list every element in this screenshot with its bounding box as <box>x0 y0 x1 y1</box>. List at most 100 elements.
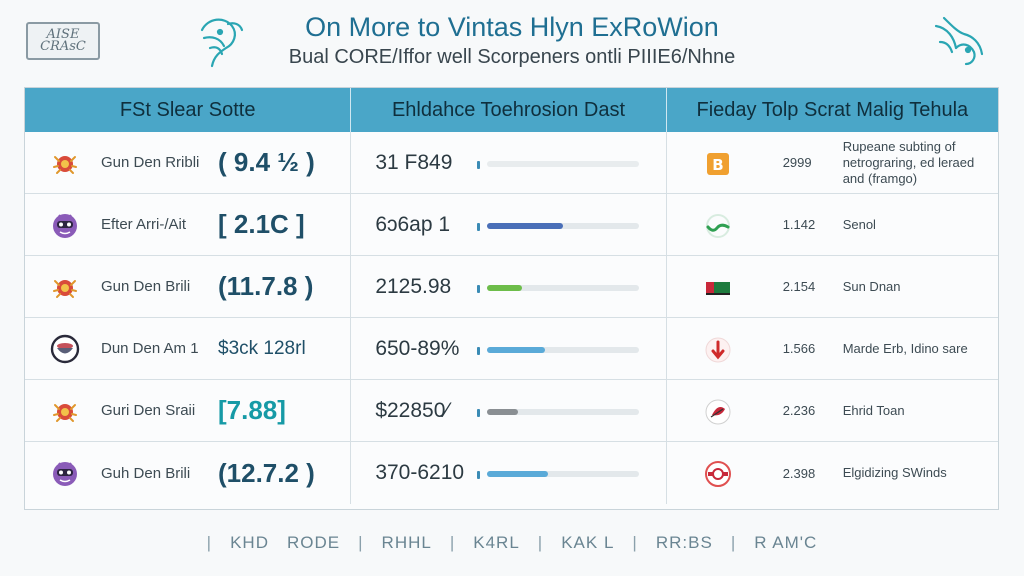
table-header: FSt Slear Sotte Ehldahce Toehrosion Dast… <box>25 88 998 132</box>
footer-link[interactable]: KAK L <box>561 533 615 552</box>
logo-text: AISE CRAsC <box>40 27 86 54</box>
detail-cell: 1.142 Senol <box>667 194 998 255</box>
progress-bar <box>487 409 640 415</box>
estimate-value: 6ɔ6ap 1 <box>375 212 451 236</box>
target-icon <box>703 459 733 489</box>
progress-fill <box>487 409 518 415</box>
footer-link[interactable]: RODE <box>287 533 341 552</box>
footer-link[interactable]: K4RL <box>473 533 520 552</box>
player-cell: Efter Arri-/Ait [ 2.1C ] <box>25 194 352 255</box>
progress-marker <box>477 471 481 479</box>
check-swirl-icon <box>703 211 733 241</box>
detail-cell: 2.154 Sun Dnan <box>667 256 998 317</box>
estimate-value: 370-6210 <box>375 461 465 484</box>
table-row[interactable]: Efter Arri-/Ait [ 2.1C ] 6ɔ6ap 1 1.142 Senol <box>25 194 998 256</box>
estimate-value: 2125.98 <box>375 274 452 298</box>
arrow-down-icon <box>703 335 733 365</box>
robot-face-icon <box>49 209 81 241</box>
detail-code: 1.566 <box>782 341 816 356</box>
column-header[interactable]: Ehldahce Toehrosion Dast <box>351 88 667 132</box>
logo-badge: AISE CRAsC <box>26 22 100 60</box>
player-score: $3ck 128rl <box>218 337 306 359</box>
progress-bar <box>487 285 640 291</box>
progress-marker <box>477 409 481 417</box>
progress-marker <box>477 285 481 293</box>
flag-icon <box>703 273 733 303</box>
leaderboard-table: FSt Slear Sotte Ehldahce Toehrosion Dast… <box>24 87 999 510</box>
detail-cell: 2.236 Ehrid Toan <box>667 380 998 441</box>
progress-fill <box>487 471 549 477</box>
progress-fill <box>487 347 546 353</box>
player-name: Guri Den Sraii <box>101 402 196 419</box>
estimate-cell: 650-89% <box>351 318 667 379</box>
detail-note: Senol <box>842 216 876 232</box>
table-row[interactable]: Dun Den Am 1 $3ck 128rl 650-89% 1.566 Marde … <box>25 318 998 380</box>
player-name: Gun Den Brili <box>101 278 191 295</box>
estimate-cell: 370-6210 <box>351 442 667 504</box>
detail-note: Sun Dnan <box>842 278 901 294</box>
page-subtitle: Bual CORE/Iffor well Scorpeners ontli PI… <box>288 46 736 68</box>
detail-code: 2999 <box>782 155 812 170</box>
detail-code: 1.142 <box>782 217 816 232</box>
estimate-value: 31 F849 <box>375 150 453 174</box>
progress-fill <box>487 285 523 291</box>
progress-bar <box>487 223 640 229</box>
crab-icon <box>49 147 81 179</box>
detail-note: Ehrid Toan <box>842 402 905 418</box>
svg-text:B: B <box>712 156 723 174</box>
player-score: (11.7.8 ) <box>218 271 314 301</box>
page-title: On More to Vintas Hlyn ExRoWion <box>305 12 719 42</box>
player-name: Gun Den Rribli <box>101 154 200 171</box>
player-name: Efter Arri-/Ait <box>101 216 187 233</box>
footer-link[interactable]: KHD <box>230 533 269 552</box>
detail-cell: 2.398 Elgidizing SWinds <box>667 442 998 504</box>
player-cell: Dun Den Am 1 $3ck 128rl <box>25 318 352 379</box>
footer-separator: | <box>449 533 456 552</box>
crab-icon <box>49 271 81 303</box>
detail-code: 2.154 <box>782 279 816 294</box>
detail-note: Marde Erb, Idino sare <box>842 340 968 356</box>
progress-bar <box>487 161 640 167</box>
footer-separator: | <box>730 533 737 552</box>
estimate-cell: 2125.98 <box>351 256 667 317</box>
estimate-value: $22850⁄ <box>375 398 449 422</box>
player-cell: Gun Den Brili (11.7.8 ) <box>25 256 352 317</box>
progress-marker <box>477 347 481 355</box>
footer-link[interactable]: R AM'C <box>754 533 818 552</box>
player-cell: Guh Den Brili (12.7.2 ) <box>25 442 352 504</box>
table-row[interactable]: Guh Den Brili (12.7.2 ) 370-6210 2.398 Elgid… <box>25 442 998 504</box>
hummingbird-icon <box>934 16 984 66</box>
progress-fill <box>487 223 564 229</box>
footer-separator: | <box>632 533 638 552</box>
footer-link[interactable]: RR:BS <box>655 533 713 552</box>
table-row[interactable]: Gun Den Rribli ( 9.4 ½ ) 31 F849 B 2999 Rupea… <box>25 132 998 194</box>
player-score: [ 2.1C ] <box>218 209 305 239</box>
bitcoin-icon: B <box>703 149 733 179</box>
table-body: Gun Den Rribli ( 9.4 ½ ) 31 F849 B 2999 Rupea… <box>25 132 998 504</box>
detail-code: 2.398 <box>782 465 816 481</box>
player-name: Dun Den Am 1 <box>101 340 199 357</box>
player-name: Guh Den Brili <box>101 464 191 482</box>
column-header[interactable]: Fieday Tolp Scrat Malig Tehula <box>696 98 969 121</box>
progress-marker <box>477 223 481 231</box>
footer-separator: | <box>358 533 364 552</box>
progress-bar <box>487 471 640 477</box>
bowl-icon <box>49 333 81 365</box>
player-score: [7.88] <box>218 395 286 425</box>
footer-link[interactable]: RHHL <box>381 533 432 552</box>
crab-icon <box>49 395 81 427</box>
hummingbird-icon <box>200 18 244 68</box>
player-cell: Guri Den Sraii [7.88] <box>25 380 352 441</box>
table-row[interactable]: Guri Den Sraii [7.88] $22850⁄ 2.236 Ehrid To… <box>25 380 998 442</box>
table-row[interactable]: Gun Den Brili (11.7.8 ) 2125.98 2.154 Sun Dn… <box>25 256 998 318</box>
footer-nav: | KHD RODE | RHHL | K4RL | KAK L | RR:BS | R AM'C <box>0 533 1024 553</box>
player-cell: Gun Den Rribli ( 9.4 ½ ) <box>25 132 352 193</box>
estimate-cell: 6ɔ6ap 1 <box>351 194 667 255</box>
progress-marker <box>477 161 481 169</box>
estimate-cell: 31 F849 <box>351 132 667 193</box>
detail-note: Elgidizing SWinds <box>842 465 947 480</box>
progress-bar <box>487 347 640 353</box>
detail-cell: B 2999 Rupeane subting of netrograring, ed… <box>667 132 998 193</box>
column-header[interactable]: FSt Slear Sotte <box>25 88 352 132</box>
estimate-cell: $22850⁄ <box>351 380 667 441</box>
